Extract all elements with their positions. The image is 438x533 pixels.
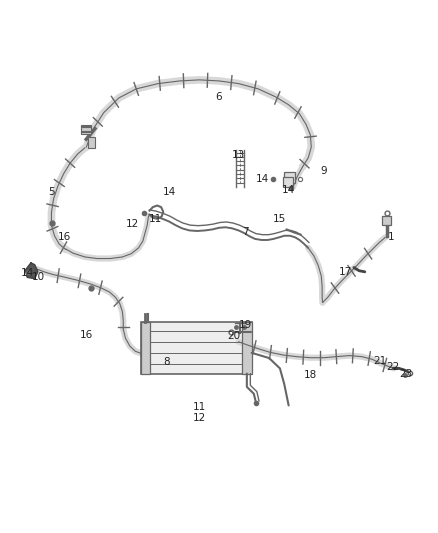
Text: 19: 19 bbox=[238, 320, 252, 330]
Text: 10: 10 bbox=[32, 272, 45, 282]
Polygon shape bbox=[26, 263, 38, 278]
Text: 16: 16 bbox=[58, 232, 71, 243]
Text: 15: 15 bbox=[273, 214, 286, 224]
Bar bbox=[283, 177, 293, 187]
Bar bbox=[382, 216, 391, 225]
Text: 8: 8 bbox=[163, 357, 170, 367]
Bar bbox=[242, 321, 252, 374]
Bar bbox=[81, 125, 92, 134]
Text: 16: 16 bbox=[80, 330, 93, 341]
Text: 18: 18 bbox=[304, 370, 317, 380]
Text: 5: 5 bbox=[48, 187, 55, 197]
Text: 14: 14 bbox=[256, 174, 269, 184]
Text: 1: 1 bbox=[388, 232, 394, 243]
Text: 14: 14 bbox=[282, 184, 295, 195]
Bar bbox=[141, 321, 252, 374]
Text: 22: 22 bbox=[386, 362, 400, 372]
Text: 11: 11 bbox=[193, 402, 206, 412]
Text: 13: 13 bbox=[232, 150, 245, 160]
Text: 14: 14 bbox=[162, 187, 176, 197]
Text: 21: 21 bbox=[374, 356, 387, 366]
Text: 6: 6 bbox=[215, 92, 223, 102]
Text: 9: 9 bbox=[320, 166, 327, 176]
Text: 23: 23 bbox=[399, 369, 413, 378]
Text: 17: 17 bbox=[339, 267, 352, 277]
Text: 12: 12 bbox=[193, 413, 206, 423]
Bar bbox=[284, 172, 295, 183]
Text: 7: 7 bbox=[242, 227, 248, 237]
Text: 20: 20 bbox=[228, 332, 241, 342]
Bar bbox=[141, 321, 150, 374]
Text: 12: 12 bbox=[125, 219, 138, 229]
Text: 14: 14 bbox=[21, 268, 34, 278]
Text: 11: 11 bbox=[149, 214, 162, 224]
Bar bbox=[88, 137, 95, 148]
